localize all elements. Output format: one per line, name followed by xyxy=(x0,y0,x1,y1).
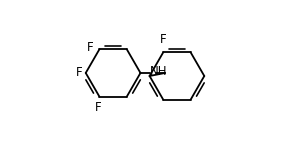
Text: F: F xyxy=(87,41,93,54)
Text: F: F xyxy=(76,66,83,79)
Text: NH: NH xyxy=(150,65,168,78)
Text: F: F xyxy=(160,33,166,46)
Text: F: F xyxy=(95,101,101,114)
